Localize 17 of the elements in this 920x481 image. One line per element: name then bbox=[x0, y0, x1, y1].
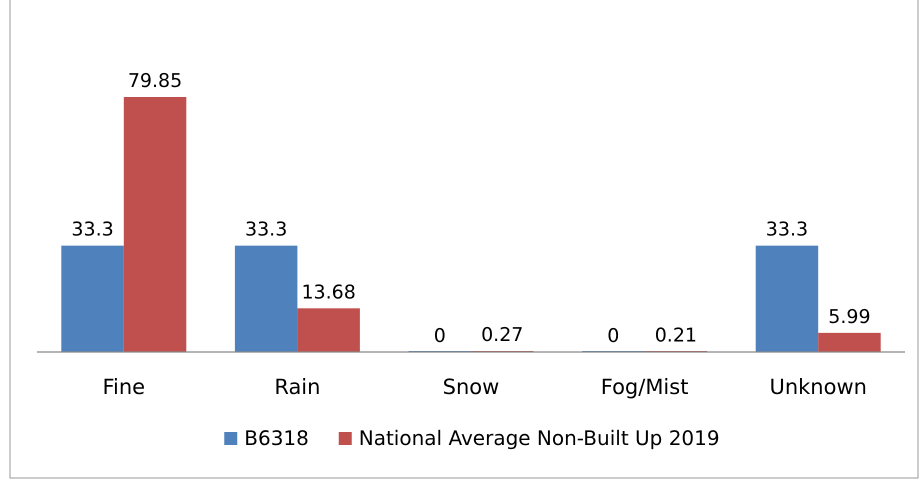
x-tick-label: Unknown bbox=[769, 375, 867, 399]
x-tick-label: Snow bbox=[442, 375, 500, 399]
data-label: 79.85 bbox=[128, 70, 182, 92]
data-label: 0.21 bbox=[654, 324, 698, 346]
data-label: 33.3 bbox=[244, 218, 288, 241]
data-label: 13.68 bbox=[301, 281, 356, 304]
data-label: 0 bbox=[607, 325, 620, 347]
data-label: 5.99 bbox=[828, 306, 871, 328]
data-label: 0 bbox=[434, 325, 446, 347]
data-label: 33.3 bbox=[71, 218, 114, 241]
legend-label: B6318 bbox=[244, 426, 309, 450]
x-tick-label: Fine bbox=[102, 375, 146, 399]
x-tick-label: Fog/Mist bbox=[600, 375, 688, 399]
legend-label: National Average Non-Built Up 2019 bbox=[358, 426, 720, 450]
data-label: 33.3 bbox=[766, 218, 808, 241]
data-label: 0.27 bbox=[481, 324, 524, 346]
x-tick-label: Rain bbox=[274, 375, 320, 399]
